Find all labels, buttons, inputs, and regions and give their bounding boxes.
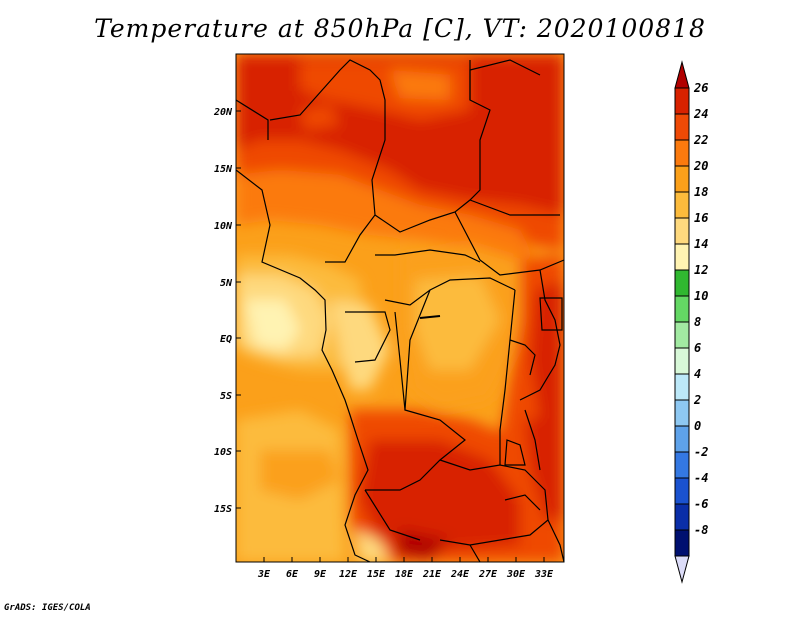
lat-label: 10N [214, 221, 233, 232]
colorbar-swatch [674, 451, 690, 479]
lon-label: 9E [314, 569, 327, 580]
lon-label: 24E [450, 569, 470, 580]
colorbar-label: 10 [694, 289, 708, 303]
colorbar [674, 60, 690, 584]
colorbar-swatch [674, 399, 690, 427]
colorbar-label: -2 [694, 445, 708, 459]
colorbar-swatch [674, 139, 690, 167]
colorbar-label: -6 [694, 497, 708, 511]
lon-label: 15E [367, 569, 386, 580]
lon-label: 18E [395, 569, 414, 580]
lon-label: 21E [422, 569, 442, 580]
colorbar-bottom-triangle [674, 555, 690, 584]
colorbar-label: 22 [693, 133, 708, 147]
map-title: Temperature at 850hPa [C], VT: 202010081… [94, 14, 706, 43]
colorbar-swatch [674, 113, 690, 141]
grads-credit: GrADS: IGES/COLA [4, 603, 91, 613]
colorbar-label: 20 [693, 159, 708, 173]
lon-axis: 3E 6E 9E 12E 15E 18E 21E 24E 27E 30E 33E [257, 557, 554, 580]
lat-label: 5N [220, 278, 233, 289]
lat-label: 5S [220, 391, 232, 402]
lon-label: 33E [534, 569, 554, 580]
colorbar-label: 4 [694, 367, 701, 381]
lon-label: 27E [478, 569, 498, 580]
colorbar-swatch [674, 191, 690, 219]
colorbar-swatch [674, 243, 690, 271]
colorbar-label: 6 [694, 341, 701, 355]
lat-label: 15S [214, 504, 232, 515]
lon-label: 12E [339, 569, 358, 580]
colorbar-top-triangle [674, 60, 690, 89]
colorbar-label: 24 [693, 107, 708, 121]
colorbar-swatch [674, 87, 690, 115]
colorbar-label: 8 [694, 315, 701, 329]
colorbar-label: 12 [694, 263, 708, 277]
lat-label: 20N [213, 107, 233, 118]
colorbar-swatch [674, 165, 690, 193]
lon-label: 6E [286, 569, 299, 580]
colorbar-swatch [674, 477, 690, 505]
country-borders [236, 59, 564, 562]
colorbar-swatch [674, 373, 690, 401]
colorbar-swatch [674, 347, 690, 375]
colorbar-label: 14 [694, 237, 708, 251]
colorbar-label: -4 [694, 471, 708, 485]
colorbar-label: 26 [693, 81, 708, 95]
lat-label: 10S [214, 447, 232, 458]
colorbar-swatch [674, 217, 690, 245]
colorbar-label: 0 [694, 419, 701, 433]
lon-label: 3E [257, 569, 271, 580]
colorbar-swatch [674, 503, 690, 531]
temperature-field [236, 54, 564, 562]
lon-label: 30E [506, 569, 526, 580]
colorbar-swatch [674, 529, 690, 557]
lat-label: EQ [220, 334, 232, 345]
colorbar-label: -8 [694, 523, 708, 537]
lat-label: 15N [214, 164, 233, 175]
colorbar-swatch [674, 425, 690, 453]
colorbar-swatch [674, 295, 690, 323]
colorbar-label: 2 [693, 393, 701, 407]
colorbar-swatch [674, 321, 690, 349]
colorbar-label: 16 [694, 211, 708, 225]
colorbar-swatch [674, 269, 690, 297]
colorbar-label: 18 [694, 185, 708, 199]
map-frame [235, 53, 565, 563]
colorbar-labels: 26 24 22 20 18 16 14 12 10 8 6 4 2 0 -2 … [693, 81, 708, 537]
lat-axis: 20N 15N 10N 5N EQ 5S 10S 15S [213, 107, 241, 515]
